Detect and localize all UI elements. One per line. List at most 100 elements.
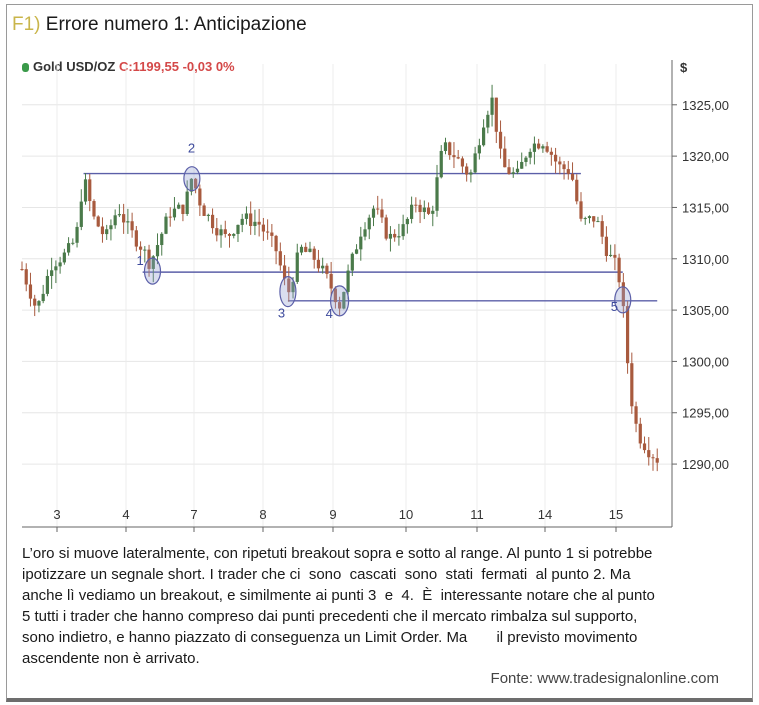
candle-body [553, 154, 558, 162]
candle-body [92, 201, 96, 217]
candle-body [79, 201, 83, 227]
candle-body [655, 458, 659, 463]
y-tick-label: 1295,00 [682, 406, 729, 421]
candle-body [96, 216, 100, 227]
candle-body [143, 249, 147, 251]
candle-body [507, 167, 511, 174]
candle-body [359, 236, 363, 250]
candle-body [58, 262, 62, 267]
candle-body [215, 228, 219, 236]
candle-body [456, 157, 460, 159]
candle-body [575, 179, 579, 202]
candle-body [134, 230, 138, 247]
candle-body [71, 242, 75, 244]
candle-body [75, 226, 79, 243]
candle-body [66, 243, 71, 253]
candle-body [621, 282, 625, 307]
candle-body [210, 214, 215, 229]
candle-body [185, 191, 189, 215]
candle-body [371, 208, 376, 218]
candle-body [630, 363, 634, 407]
y-tick-label: 1290,00 [682, 457, 729, 472]
candle-body [219, 229, 223, 236]
candle-body [367, 217, 371, 230]
candle-body [100, 226, 105, 235]
figure-number: F1) [12, 14, 41, 35]
candle-body [244, 213, 249, 219]
y-tick-label: 1325,00 [682, 98, 729, 113]
candle-body [232, 233, 236, 236]
candle-body [113, 215, 117, 226]
candle-body [83, 179, 88, 202]
candle-body [410, 204, 414, 219]
candle-body [579, 201, 583, 219]
candle-body [634, 406, 638, 424]
candle-body [329, 273, 333, 289]
price-chart: 1 2 3 4 5 $1325,00 1320,00 1315,00 1310,00 1305,… [20, 60, 729, 532]
candle-body [291, 281, 295, 293]
candle-body [435, 177, 439, 211]
annotation-ellipse [614, 286, 632, 314]
candle-body [151, 256, 155, 269]
candle-body [155, 245, 160, 257]
candle-body [583, 218, 587, 220]
candle-body [105, 229, 109, 235]
candle-body [41, 293, 45, 302]
candle-body [88, 179, 92, 202]
candle-body [270, 232, 274, 236]
x-tick-label: 8 [259, 507, 266, 522]
candle-body [257, 221, 261, 225]
candle-body [566, 169, 570, 174]
x-tick-label: 3 [53, 507, 60, 522]
candle-body [380, 209, 384, 218]
candle-body [45, 275, 50, 294]
candle-body [181, 204, 185, 215]
candle-body [613, 254, 617, 258]
candle-body [325, 265, 329, 274]
candle-body [532, 143, 537, 152]
x-tick-label: 10 [399, 507, 413, 522]
candle-body [33, 298, 37, 306]
candle-body [481, 127, 486, 146]
candle-body [223, 229, 227, 234]
candle-body [194, 178, 198, 189]
candle-body [177, 204, 181, 209]
candle-body [422, 207, 426, 213]
quote-value: C:1199,55 -0,03 0% [118, 59, 235, 74]
candle-body [651, 457, 655, 459]
candle-body [596, 221, 600, 223]
annotation-ellipse [183, 166, 201, 192]
y-tick-label: 1315,00 [682, 200, 729, 215]
candle-body [477, 145, 481, 154]
candle-body [376, 208, 380, 210]
annotation-label: 3 [278, 306, 285, 321]
candlesticks [20, 84, 659, 472]
candle-body [638, 423, 642, 444]
candle-body [452, 155, 456, 158]
candle-body [236, 224, 240, 234]
source-credit: Fonte: www.tradesignalonline.com [490, 670, 719, 687]
candle-body [299, 246, 304, 253]
currency-label: $ [680, 60, 688, 75]
candle-body [54, 266, 58, 271]
candle-body [460, 158, 465, 167]
candle-body [20, 269, 24, 271]
candle-body [282, 265, 287, 279]
x-tick-label: 4 [122, 507, 129, 522]
candle-body [109, 225, 113, 230]
instrument-name: Gold USD/OZ [33, 59, 116, 74]
candle-body [528, 151, 532, 158]
candle-body [609, 254, 613, 256]
candle-body [316, 259, 321, 269]
candle-body [287, 278, 291, 293]
candle-body [28, 284, 33, 299]
annotation-label: 1 [136, 253, 143, 268]
candle-body [418, 204, 422, 213]
candle-body [240, 218, 244, 225]
candle-body [338, 302, 342, 309]
y-tick-label: 1305,00 [682, 303, 729, 318]
candle-body [426, 207, 431, 214]
status-dot-icon [22, 63, 29, 72]
figure-caption: L’oro si muove lateralmente, con ripetut… [22, 545, 655, 667]
candle-body [570, 173, 575, 180]
